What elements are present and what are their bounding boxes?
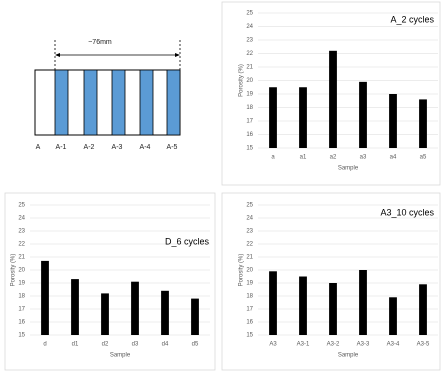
y-tick-label: 25 xyxy=(246,203,253,209)
chart-title: A3_10 cycles xyxy=(380,207,434,217)
y-tick-label: 15 xyxy=(246,146,253,152)
bar xyxy=(41,260,49,335)
bar xyxy=(359,81,367,148)
bar xyxy=(389,297,397,335)
bar xyxy=(161,290,169,335)
x-axis-title: Sample xyxy=(338,353,359,359)
y-tick-label: 22 xyxy=(18,242,25,248)
y-tick-label: 17 xyxy=(18,307,25,313)
y-tick-label: 23 xyxy=(246,38,253,44)
x-tick-label: a4 xyxy=(390,155,397,161)
x-tick-label: a xyxy=(271,155,275,161)
y-tick-label: 17 xyxy=(246,119,253,125)
x-tick-label: A3-5 xyxy=(417,342,430,348)
slice-label: A xyxy=(36,144,41,151)
sample-diagram: ~76mm A A-1 A-2 A-3 A-4 A-5 xyxy=(34,39,181,151)
y-axis-title: Porosity (%) xyxy=(239,254,245,287)
y-tick-label: 25 xyxy=(18,203,25,209)
x-tick-label: A3-3 xyxy=(357,342,370,348)
y-tick-label: 25 xyxy=(246,11,253,17)
y-tick-label: 15 xyxy=(246,333,253,339)
x-axis-title: Sample xyxy=(338,166,359,172)
y-tick-label: 18 xyxy=(18,294,25,300)
slice-label: A-2 xyxy=(84,144,95,151)
x-tick-label: d1 xyxy=(72,342,79,348)
x-tick-label: d xyxy=(43,342,46,348)
y-tick-label: 17 xyxy=(246,307,253,313)
bar xyxy=(191,298,199,335)
x-tick-label: a3 xyxy=(360,155,367,161)
slice-label: A-5 xyxy=(167,144,178,151)
chart-panel: 15 16 17 18 19 20 21 22 23 24 25 d d1 d2 d3 d4 d5 Sample P… xyxy=(4,192,216,371)
bar xyxy=(359,270,367,335)
panel-frame xyxy=(4,192,216,371)
bar xyxy=(299,276,307,335)
x-tick-label: d3 xyxy=(132,342,139,348)
y-axis-title: Porosity (%) xyxy=(239,64,245,97)
slice xyxy=(83,69,98,136)
y-tick-label: 21 xyxy=(18,255,25,261)
y-tick-label: 15 xyxy=(18,333,25,339)
bar xyxy=(419,99,427,148)
x-tick-label: A3-2 xyxy=(327,342,340,348)
slice-label: A-4 xyxy=(140,144,151,151)
x-tick-label: A3-1 xyxy=(297,342,310,348)
x-tick-label: a1 xyxy=(300,155,307,161)
y-tick-label: 21 xyxy=(246,65,253,71)
x-tick-label: a5 xyxy=(420,155,427,161)
x-tick-label: d2 xyxy=(102,342,109,348)
y-tick-label: 23 xyxy=(18,229,25,235)
slice xyxy=(54,69,69,136)
y-tick-label: 16 xyxy=(246,132,253,138)
bar xyxy=(329,283,337,335)
bar xyxy=(269,271,277,335)
y-tick-label: 19 xyxy=(246,92,253,98)
chart-panel: 15 16 17 18 19 20 21 22 23 24 25 a a1 a2 a3 a4 a5 Sample P… xyxy=(221,1,441,186)
bar xyxy=(389,94,397,148)
y-tick-label: 19 xyxy=(18,281,25,287)
y-tick-label: 21 xyxy=(246,255,253,261)
bar xyxy=(329,50,337,148)
x-tick-label: d5 xyxy=(192,342,199,348)
x-axis-title: Sample xyxy=(110,353,131,359)
x-tick-label: a2 xyxy=(330,155,337,161)
y-tick-label: 24 xyxy=(18,216,25,222)
chart-title: A_2 cycles xyxy=(390,14,434,24)
y-tick-label: 24 xyxy=(246,216,253,222)
y-axis-title: Porosity (%) xyxy=(11,254,17,287)
slice-label: A-1 xyxy=(56,144,67,151)
bar xyxy=(419,284,427,335)
y-tick-label: 20 xyxy=(246,78,253,84)
x-tick-label: A3 xyxy=(269,342,277,348)
slice xyxy=(166,69,181,136)
bar xyxy=(299,87,307,148)
slice-label: A-3 xyxy=(112,144,123,151)
y-tick-label: 23 xyxy=(246,229,253,235)
slice xyxy=(139,69,154,136)
y-tick-label: 18 xyxy=(246,294,253,300)
bar xyxy=(131,281,139,335)
y-tick-label: 22 xyxy=(246,51,253,57)
y-tick-label: 20 xyxy=(246,268,253,274)
dimension-label: ~76mm xyxy=(88,39,112,46)
x-tick-label: A3-4 xyxy=(387,342,400,348)
bar xyxy=(101,293,109,335)
panel-frame xyxy=(221,192,441,371)
bar xyxy=(71,279,79,335)
y-tick-label: 22 xyxy=(246,242,253,248)
bar xyxy=(269,87,277,148)
x-tick-label: d4 xyxy=(162,342,169,348)
chart-panel: 15 16 17 18 19 20 21 22 23 24 25 A3 A3-1 A3-2 A3-3 A3-4… xyxy=(221,192,441,371)
y-tick-label: 20 xyxy=(18,268,25,274)
y-tick-label: 16 xyxy=(246,320,253,326)
slice xyxy=(111,69,126,136)
y-tick-label: 24 xyxy=(246,24,253,30)
y-tick-label: 19 xyxy=(246,281,253,287)
y-tick-label: 18 xyxy=(246,105,253,111)
chart-title: D_6 cycles xyxy=(165,236,210,246)
y-tick-label: 16 xyxy=(18,320,25,326)
